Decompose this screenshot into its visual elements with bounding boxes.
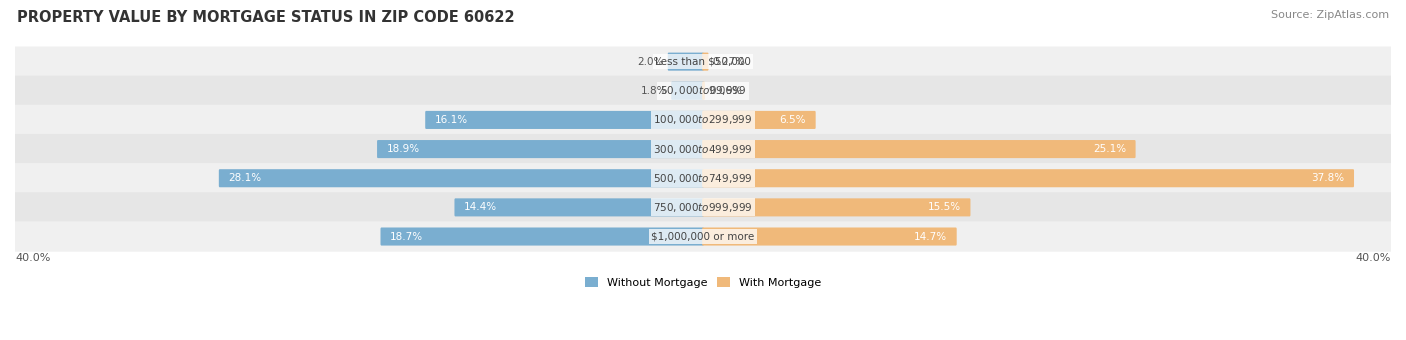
Text: $750,000 to $999,999: $750,000 to $999,999 (654, 201, 752, 214)
Text: 37.8%: 37.8% (1312, 173, 1344, 183)
Text: Less than $50,000: Less than $50,000 (655, 57, 751, 67)
Text: 6.5%: 6.5% (780, 115, 806, 125)
FancyBboxPatch shape (14, 221, 1392, 252)
FancyBboxPatch shape (14, 47, 1392, 77)
Text: 25.1%: 25.1% (1092, 144, 1126, 154)
Text: 0.06%: 0.06% (709, 86, 742, 96)
FancyBboxPatch shape (702, 169, 1354, 187)
FancyBboxPatch shape (454, 198, 704, 217)
FancyBboxPatch shape (14, 134, 1392, 164)
FancyBboxPatch shape (381, 227, 704, 245)
Text: 18.7%: 18.7% (389, 232, 423, 241)
FancyBboxPatch shape (377, 140, 704, 158)
Text: 16.1%: 16.1% (434, 115, 468, 125)
FancyBboxPatch shape (14, 163, 1392, 193)
Text: $500,000 to $749,999: $500,000 to $749,999 (654, 172, 752, 185)
FancyBboxPatch shape (219, 169, 704, 187)
Text: 18.9%: 18.9% (387, 144, 419, 154)
Text: 28.1%: 28.1% (228, 173, 262, 183)
Legend: Without Mortgage, With Mortgage: Without Mortgage, With Mortgage (581, 273, 825, 292)
FancyBboxPatch shape (425, 111, 704, 129)
Text: 0.27%: 0.27% (713, 57, 745, 67)
FancyBboxPatch shape (14, 75, 1392, 106)
Text: 14.4%: 14.4% (464, 202, 498, 212)
FancyBboxPatch shape (702, 198, 970, 217)
FancyBboxPatch shape (702, 53, 709, 71)
FancyBboxPatch shape (14, 105, 1392, 135)
Text: $1,000,000 or more: $1,000,000 or more (651, 232, 755, 241)
FancyBboxPatch shape (671, 82, 704, 100)
Text: 14.7%: 14.7% (914, 232, 948, 241)
Text: $300,000 to $499,999: $300,000 to $499,999 (654, 142, 752, 156)
Text: Source: ZipAtlas.com: Source: ZipAtlas.com (1271, 10, 1389, 20)
Text: $50,000 to $99,999: $50,000 to $99,999 (659, 84, 747, 97)
FancyBboxPatch shape (668, 53, 704, 71)
Text: $100,000 to $299,999: $100,000 to $299,999 (654, 114, 752, 126)
FancyBboxPatch shape (14, 192, 1392, 223)
Text: 1.8%: 1.8% (640, 86, 666, 96)
FancyBboxPatch shape (702, 111, 815, 129)
Text: PROPERTY VALUE BY MORTGAGE STATUS IN ZIP CODE 60622: PROPERTY VALUE BY MORTGAGE STATUS IN ZIP… (17, 10, 515, 25)
Text: 40.0%: 40.0% (15, 253, 51, 263)
Text: 2.0%: 2.0% (637, 57, 664, 67)
Text: 15.5%: 15.5% (928, 202, 960, 212)
FancyBboxPatch shape (702, 82, 704, 100)
FancyBboxPatch shape (702, 227, 956, 245)
FancyBboxPatch shape (702, 140, 1136, 158)
Text: 40.0%: 40.0% (1355, 253, 1391, 263)
